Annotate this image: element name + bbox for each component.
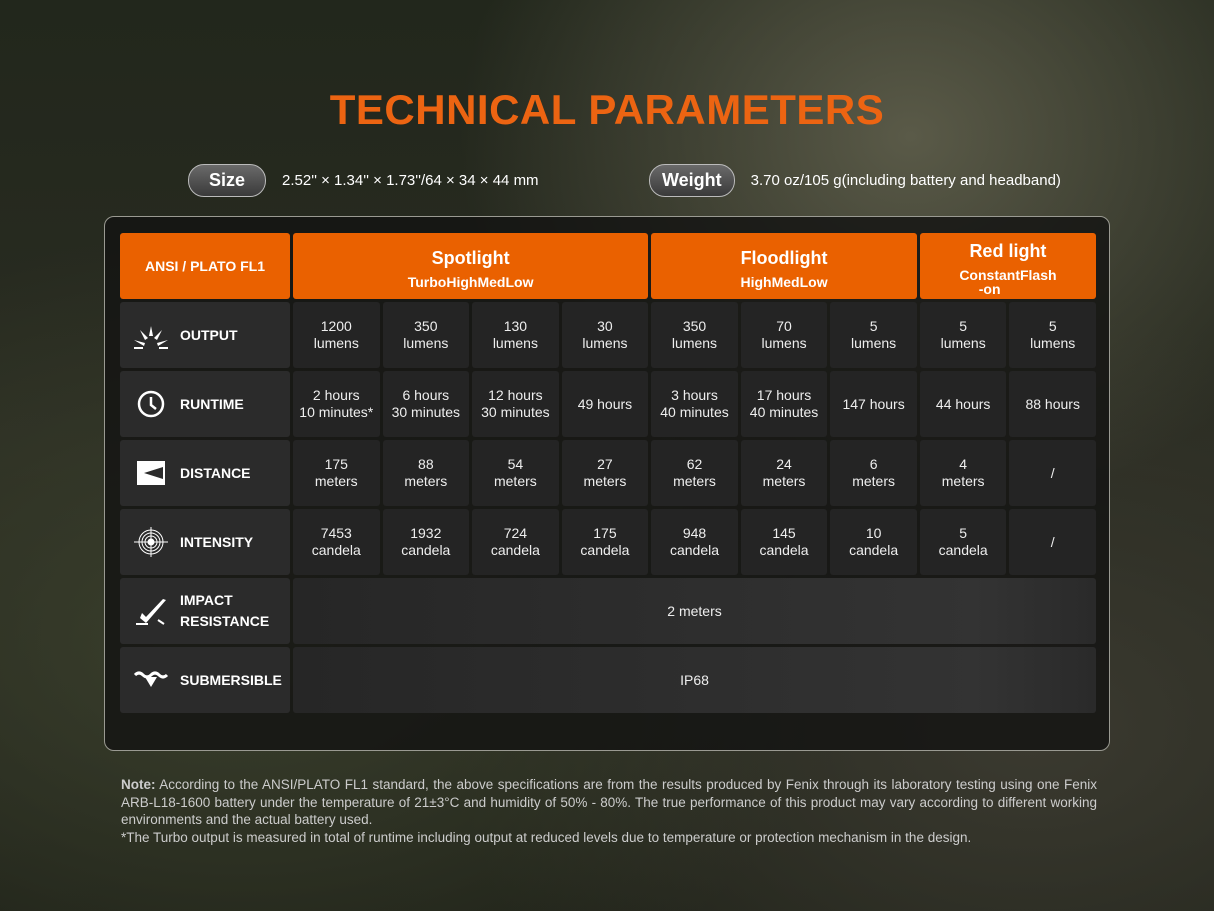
weight-pill: Weight [649, 164, 735, 197]
row-label-submersible: SUBMERSIBLE [120, 647, 290, 713]
table-cell: 24 meters [740, 440, 828, 506]
submersible-icon [133, 671, 169, 687]
target-icon [134, 527, 168, 557]
header-group-red-light: Red light Constant -on Flash [919, 233, 1096, 299]
table-cell: 17 hours 40 minutes [740, 371, 828, 437]
mode-label: Med [477, 273, 506, 290]
header-group-floodlight: Floodlight High Med Low [651, 233, 917, 299]
table-cell: 5 candela [919, 509, 1007, 575]
row-label-output: OUTPUT [120, 302, 290, 368]
row-label-text: IMPACT RESISTANCE [180, 592, 270, 629]
table-cell: 2 hours 10 minutes* [293, 371, 380, 437]
table-cell: 5 lumens [1009, 302, 1096, 368]
note-label: Note: [121, 777, 156, 792]
page-title: TECHNICAL PARAMETERS [329, 86, 885, 133]
table-cell: 1200 lumens [293, 302, 380, 368]
group-title: Spotlight [431, 247, 510, 268]
size-pill: Size [188, 164, 267, 197]
table-cell-span: 2 meters [293, 578, 1096, 644]
table-cell: / [1009, 440, 1096, 506]
table-cell: 724 candela [472, 509, 559, 575]
spec-table: ANSI / PLATO FL1 Spotlight Turbo High Med Lo… [120, 233, 1096, 713]
table-cell: 350 lumens [382, 302, 470, 368]
table-cell: 30 lumens [561, 302, 649, 368]
table-cell: 12 hours 30 minutes [472, 371, 559, 437]
table-cell: 49 hours [561, 371, 649, 437]
table-cell: 6 hours 30 minutes [382, 371, 470, 437]
table-cell: 70 lumens [740, 302, 828, 368]
row-label-text: INTENSITY [180, 533, 254, 550]
mode-label: Flash [1019, 266, 1057, 283]
weight-value: 3.70 oz/105 g(including battery and head… [750, 172, 1061, 189]
table-cell: / [1009, 509, 1096, 575]
note-text: According to the ANSI/PLATO FL1 standard… [121, 777, 1097, 827]
row-label-text: RUNTIME [180, 395, 244, 412]
table-cell: 350 lumens [651, 302, 738, 368]
table-cell: 3 hours 40 minutes [651, 371, 738, 437]
table-cell: 27 meters [561, 440, 649, 506]
mode-label: Constant -on [959, 266, 1020, 297]
row-label-runtime: RUNTIME [120, 371, 290, 437]
beam-distance-icon [137, 461, 165, 485]
table-cell: 948 candela [651, 509, 738, 575]
mode-row: Turbo High Med Low [408, 275, 534, 289]
table-cell: 130 lumens [472, 302, 559, 368]
table-cell: 62 meters [651, 440, 738, 506]
row-label-impact-resistance: IMPACT RESISTANCE [120, 578, 290, 644]
mode-label: Low [505, 273, 534, 290]
weight-spec: Weight 3.70 oz/105 g(including battery a… [649, 164, 1061, 197]
group-title: Floodlight [740, 247, 828, 268]
row-label-text: DISTANCE [180, 464, 251, 481]
table-cell: 147 hours [830, 371, 917, 437]
header-group-spotlight: Spotlight Turbo High Med Low [293, 233, 649, 299]
table-cell: 175 meters [293, 440, 380, 506]
mode-row: High Med Low [740, 275, 827, 289]
table-cell: 4 meters [919, 440, 1007, 506]
mode-label: Low [799, 273, 828, 290]
note: Note: According to the ANSI/PLATO FL1 st… [121, 776, 1097, 846]
footnote: *The Turbo output is measured in total o… [121, 829, 972, 845]
table-cell: 5 lumens [830, 302, 917, 368]
table-cell: 88 hours [1009, 371, 1096, 437]
clock-icon [137, 390, 165, 418]
mode-row: Constant -on Flash [959, 268, 1056, 296]
group-title: Red light [969, 240, 1047, 261]
table-cell: 7453 candela [293, 509, 380, 575]
table-cell: 10 candela [830, 509, 917, 575]
size-spec: Size 2.52'' × 1.34'' × 1.73''/64 × 34 × … [188, 164, 539, 197]
row-label-intensity: INTENSITY [120, 509, 290, 575]
row-label-text: OUTPUT [180, 326, 238, 343]
size-value: 2.52'' × 1.34'' × 1.73''/64 × 34 × 44 mm [282, 172, 539, 189]
table-cell: 175 candela [561, 509, 649, 575]
table-cell: 5 lumens [919, 302, 1007, 368]
row-label-text: SUBMERSIBLE [180, 671, 282, 688]
corner-header: ANSI / PLATO FL1 [120, 233, 290, 299]
table-cell: 1932 candela [382, 509, 470, 575]
mode-label: High [446, 273, 478, 290]
mode-label: High [740, 273, 772, 290]
mode-label: Turbo [407, 273, 447, 290]
table-cell: 54 meters [472, 440, 559, 506]
table-cell-span: IP68 [293, 647, 1096, 713]
table-cell: 145 candela [740, 509, 828, 575]
table-cell: 44 hours [919, 371, 1007, 437]
light-burst-icon [134, 326, 168, 349]
row-label-distance: DISTANCE [120, 440, 290, 506]
table-cell: 88 meters [382, 440, 470, 506]
mode-label: Med [771, 273, 800, 290]
table-cell: 6 meters [830, 440, 917, 506]
impact-icon [136, 599, 166, 625]
